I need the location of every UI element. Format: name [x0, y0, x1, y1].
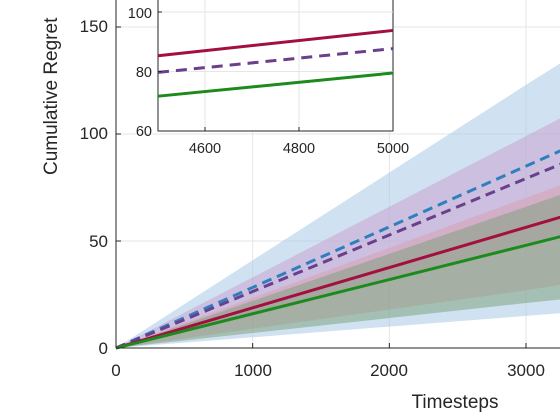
- inset-grid: [158, 0, 393, 131]
- y-tick-label: 150: [80, 17, 108, 36]
- confidence-band: [116, 185, 560, 348]
- y-tick-label: 0: [99, 339, 108, 358]
- y-axis-label: Cumulative Regret: [41, 17, 62, 175]
- series-line: [115, 215, 560, 350]
- inset-series-line: [157, 71, 394, 98]
- y-tick-label: 100: [80, 124, 108, 143]
- inset-plot-background: [157, 0, 394, 132]
- x-tick-label: 0: [111, 361, 120, 380]
- inset-x-tick-label: 4800: [283, 141, 315, 157]
- series-line: [115, 235, 560, 350]
- main-tick-marks: [115, 26, 527, 349]
- x-axis-label: Timesteps: [412, 392, 499, 413]
- x-tick-label: 1000: [234, 361, 272, 380]
- confidence-band: [116, 195, 560, 348]
- x-tick-label: 2000: [370, 361, 408, 380]
- inset-x-tick-label: 5000: [377, 141, 409, 157]
- main-confidence-bands: [116, 63, 560, 348]
- series-line: [115, 149, 560, 350]
- inset-x-tick-label: 4600: [189, 141, 221, 157]
- inset-y-tick-label: 100: [128, 6, 152, 22]
- series-line: [115, 162, 560, 350]
- inset-y-tick-label: 80: [136, 65, 152, 81]
- inset-zoom-panel: [157, 0, 394, 132]
- inset-tick-marks: [158, 11, 394, 132]
- inset-y-tick-label: 60: [136, 124, 152, 140]
- inset-series-line: [157, 47, 394, 74]
- inset-series-lines: [157, 28, 394, 98]
- main-series-lines: [115, 149, 560, 350]
- inset-series-line: [157, 28, 394, 58]
- y-tick-label: 50: [89, 232, 108, 251]
- x-tick-label: 3000: [507, 361, 545, 380]
